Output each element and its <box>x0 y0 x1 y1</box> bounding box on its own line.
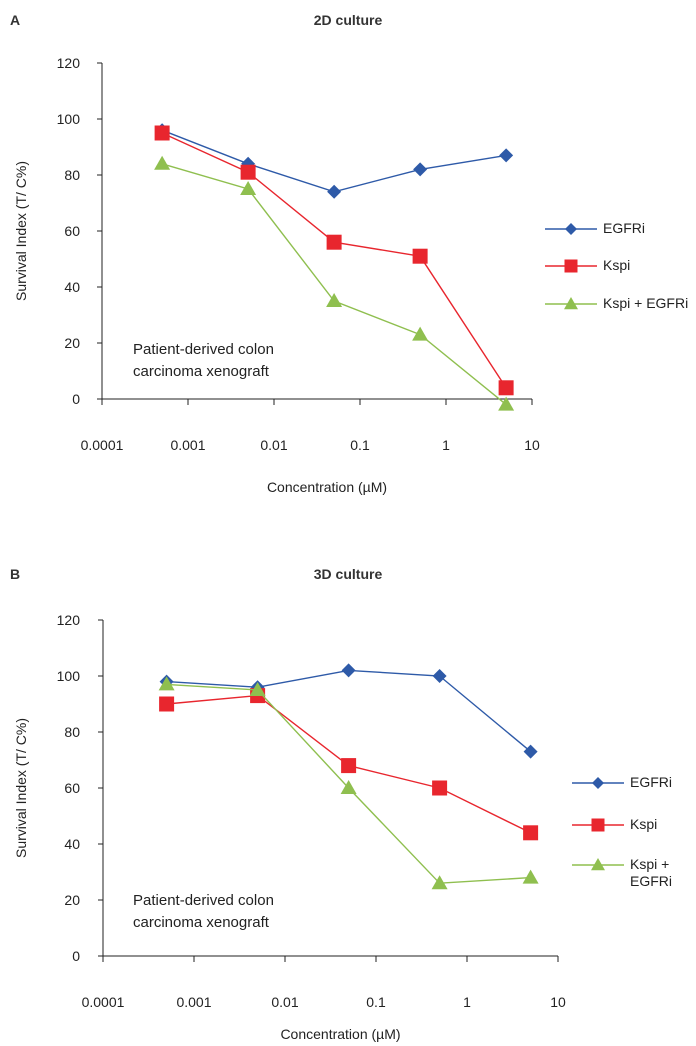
legend-swatch-egfri <box>572 777 624 789</box>
annotation-line-1: Patient-derived colon <box>133 892 274 909</box>
chart-panel-a: A 2D culture 0 20 40 60 80 100 120 0.0001 0.001 0… <box>0 0 696 520</box>
data-point-triangle <box>412 326 429 341</box>
y-axis-label: Survival Index (T/ C%) <box>13 718 29 858</box>
legend-marker <box>591 818 605 832</box>
data-point-diamond <box>499 148 514 163</box>
legend-label-egfri: EGFRi <box>630 774 672 790</box>
data-point-square <box>159 696 175 712</box>
line-chart-2d: 0 20 40 60 80 100 120 0.0001 0.001 0.01 0.1 1 10 Conc… <box>13 55 540 495</box>
data-point-triangle <box>498 396 515 411</box>
legend-label-combo: Kspi + EGFRi <box>630 856 672 890</box>
data-point-triangle <box>240 181 257 195</box>
x-tick-label: 1 <box>442 437 450 453</box>
data-point-triangle <box>326 293 343 307</box>
series-egfri <box>159 663 538 759</box>
y-tick-label: 80 <box>64 167 80 183</box>
legend-marker <box>564 297 578 310</box>
series-line <box>166 669 532 753</box>
y-tick-label: 40 <box>64 279 80 295</box>
x-tick-label: 0.1 <box>366 994 386 1010</box>
data-point-diamond <box>432 669 447 683</box>
chart-title: 2D culture <box>313 12 383 28</box>
y-tick-label: 100 <box>57 111 81 127</box>
data-point-square <box>326 234 342 250</box>
x-tick-label: 0.01 <box>260 437 287 453</box>
data-point-square <box>341 758 357 774</box>
x-tick-label: 0.1 <box>350 437 370 453</box>
y-tick-label: 60 <box>64 780 80 796</box>
y-tick-label: 120 <box>57 55 81 71</box>
data-point-diamond <box>523 744 538 759</box>
y-tick-label: 0 <box>72 391 80 407</box>
x-tick-label: 0.001 <box>176 994 211 1010</box>
panel-label: B <box>10 566 21 582</box>
legend-label-combo: Kspi + EGFRi <box>603 295 689 311</box>
x-tick-label: 0.01 <box>271 994 298 1010</box>
legend-marker <box>592 777 604 789</box>
y-tick-label: 40 <box>64 836 80 852</box>
x-tick-label: 0.001 <box>170 437 205 453</box>
panel-label: A <box>10 12 21 28</box>
legend-label-combo-line-2: EGFRi <box>630 873 672 889</box>
data-point-triangle <box>431 875 448 890</box>
data-point-triangle <box>340 780 357 794</box>
y-tick-label: 100 <box>57 668 81 684</box>
y-tick-label: 0 <box>72 948 80 964</box>
data-point-square <box>240 164 256 180</box>
y-tick-label: 20 <box>64 892 80 908</box>
chart-title: 3D culture <box>313 566 383 582</box>
y-tick-label: 60 <box>64 223 80 239</box>
x-tick-label: 0.0001 <box>81 437 124 453</box>
legend-swatch-kspi <box>545 259 597 273</box>
data-point-triangle <box>522 869 539 884</box>
series-kspi <box>154 125 514 396</box>
data-point-triangle <box>154 155 171 170</box>
data-point-square <box>154 125 170 141</box>
annotation-line-1: Patient-derived colon <box>133 341 274 358</box>
axes: 0 20 40 60 80 100 120 0.0001 0.001 0.01 0.1 1 10 Conc… <box>13 55 540 495</box>
y-tick-label: 20 <box>64 335 80 351</box>
series-combo <box>158 676 539 890</box>
legend-label-kspi: Kspi <box>603 257 631 273</box>
legend-marker <box>564 259 578 273</box>
chart-annotation: Patient-derived colon carcinoma xenograf… <box>133 890 274 934</box>
x-tick-label: 10 <box>550 994 566 1010</box>
axes: 0 20 40 60 80 100 120 0.0001 0.001 0.01 0.1 1 10 Conc… <box>13 612 566 1042</box>
legend-label-combo-line-1: Kspi + <box>630 856 670 872</box>
data-point-square <box>412 248 428 264</box>
y-axis-label: Survival Index (T/ C%) <box>13 161 29 301</box>
legend-marker <box>591 858 605 871</box>
legend-swatch-egfri <box>545 223 597 235</box>
y-tick-label: 120 <box>57 612 81 628</box>
data-point-diamond <box>327 184 342 199</box>
annotation-line-2: carcinoma xenograft <box>133 363 269 380</box>
chart-annotation: Patient-derived colon carcinoma xenograf… <box>133 339 274 383</box>
x-tick-label: 0.0001 <box>82 994 125 1010</box>
data-point-diamond <box>413 162 428 177</box>
x-tick-label: 1 <box>463 994 471 1010</box>
x-axis-label: Concentration (µM) <box>280 1026 400 1042</box>
x-tick-label: 10 <box>524 437 540 453</box>
data-point-triangle <box>249 682 266 696</box>
y-tick-label: 80 <box>64 724 80 740</box>
series-egfri <box>155 123 514 199</box>
legend-label-egfri: EGFRi <box>603 220 645 236</box>
chart-panel-b: B 3D culture 0 20 40 60 80 100 120 0.0001 0.001 0… <box>0 560 696 1046</box>
data-point-triangle <box>158 676 175 691</box>
line-chart-3d: 0 20 40 60 80 100 120 0.0001 0.001 0.01 0.1 1 10 Conc… <box>13 612 566 1042</box>
legend-swatch-kspi <box>572 818 624 832</box>
x-axis-label: Concentration (µM) <box>267 479 387 495</box>
data-point-square <box>432 780 448 796</box>
data-point-diamond <box>341 663 356 678</box>
legend-swatch-combo <box>572 858 624 871</box>
annotation-line-2: carcinoma xenograft <box>133 914 269 931</box>
legend-swatch-combo <box>545 297 597 310</box>
data-point-square <box>523 825 539 841</box>
data-point-square <box>498 380 514 396</box>
series-combo <box>154 155 515 411</box>
legend-label-kspi: Kspi <box>630 816 658 832</box>
legend-marker <box>565 223 577 235</box>
series-line <box>161 129 507 193</box>
